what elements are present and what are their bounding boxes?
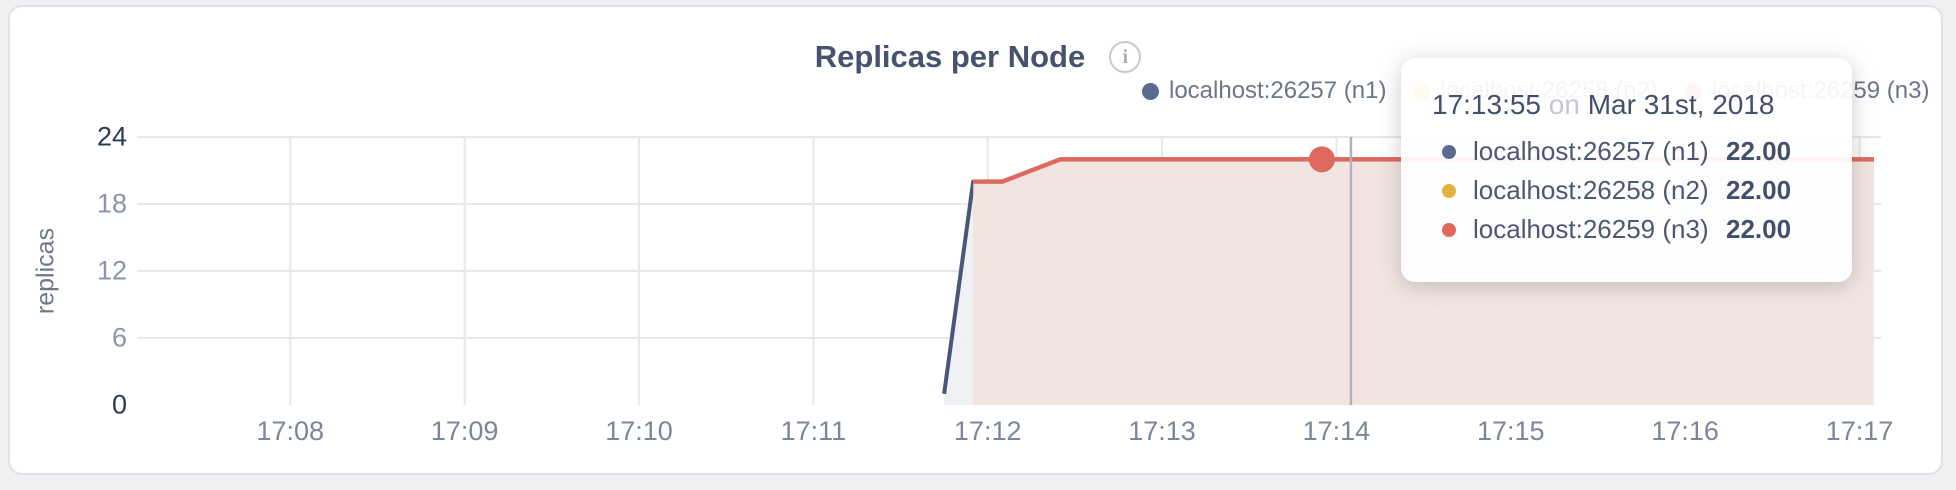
tooltip-series-value: 22.00 — [1726, 175, 1792, 205]
tooltip-date: Mar 31st, 2018 — [1587, 89, 1775, 120]
x-tick-label: 17:11 — [780, 416, 847, 446]
info-icon[interactable]: i — [1109, 41, 1142, 73]
tooltip-series-dot-n1 — [1442, 144, 1456, 159]
tooltip-series-dot-n2 — [1442, 183, 1456, 198]
legend-dot-n1 — [1142, 82, 1159, 100]
x-tick-label: 17:13 — [1128, 416, 1196, 446]
x-tick-label: 17:17 — [1825, 416, 1894, 446]
tooltip-conjunction: on — [1548, 89, 1580, 120]
x-tick-label: 17:08 — [256, 416, 325, 446]
y-tick-label: 18 — [96, 188, 127, 219]
x-tick-label: 17:09 — [430, 416, 499, 446]
tooltip-row-n2: localhost:26258 (n2) 22.00 — [1442, 171, 1824, 210]
y-tick-label: 12 — [96, 255, 127, 286]
chart-title: Replicas per Node — [814, 39, 1086, 74]
x-tick-label: 17:14 — [1302, 416, 1371, 446]
legend-label-n1: localhost:26257 (n1) — [1169, 77, 1387, 104]
highlight-point[interactable] — [1308, 146, 1335, 173]
tooltip-series-value: 22.00 — [1726, 136, 1792, 166]
legend-item-n1[interactable]: localhost:26257 (n1) — [1142, 77, 1386, 105]
x-tick-label: 17:15 — [1476, 416, 1545, 446]
tooltip-header: 17:13:55 on Mar 31st, 2018 — [1432, 88, 1824, 122]
tooltip-row-n1: localhost:26257 (n1) 22.00 — [1442, 132, 1824, 171]
y-tick-label: 24 — [96, 121, 127, 152]
chart-header: Replicas per Node i — [0, 40, 1956, 74]
tooltip-rows: localhost:26257 (n1) 22.00 localhost:262… — [1432, 132, 1824, 249]
chart-tooltip: 17:13:55 on Mar 31st, 2018 localhost:262… — [1401, 58, 1852, 282]
tooltip-series-label: localhost:26257 (n1) — [1473, 136, 1709, 166]
x-tick-label: 17:10 — [605, 416, 673, 446]
tooltip-series-label: localhost:26258 (n2) — [1473, 175, 1709, 205]
tooltip-row-n3: localhost:26259 (n3) 22.00 — [1442, 210, 1824, 249]
tooltip-series-label: localhost:26259 (n3) — [1473, 214, 1709, 244]
tooltip-time: 17:13:55 — [1432, 89, 1541, 120]
y-tick-label: 0 — [111, 389, 127, 420]
x-tick-label: 17:16 — [1651, 416, 1719, 446]
x-tick-label: 17:12 — [953, 416, 1022, 446]
y-tick-label: 6 — [111, 322, 127, 353]
tooltip-series-value: 22.00 — [1726, 214, 1792, 244]
tooltip-series-dot-n3 — [1442, 222, 1456, 237]
